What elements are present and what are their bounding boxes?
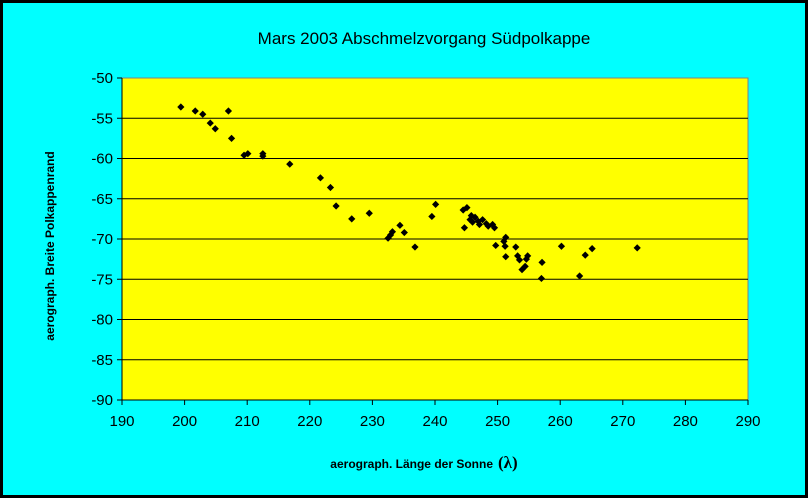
data-points [177,103,641,283]
x-axis-label-symbol: (λ) [498,453,518,472]
data-point [326,183,335,192]
chart-title: Mars 2003 Abschmelzvorgang Südpolkappe [258,29,591,48]
data-point [348,215,356,223]
data-point [259,152,267,160]
data-point [492,241,500,250]
y-tick-label: -70 [91,231,113,248]
data-point [474,217,482,225]
data-point [332,202,340,210]
data-point [244,150,252,158]
x-tick-label: 240 [422,413,447,430]
x-tick-label: 230 [360,413,385,430]
x-tick-label: 200 [172,413,197,430]
data-point [475,220,484,229]
data-point [211,125,219,133]
y-tick-label: -50 [91,70,113,87]
x-axis-label: aerograph. Länge der Sonne (λ) [330,453,517,472]
data-point [576,272,584,280]
x-tick-label: 220 [297,413,322,430]
data-point [482,220,490,228]
data-point [515,256,524,264]
data-point [463,204,471,212]
data-point [400,228,408,237]
y-tick-label: -80 [91,312,113,329]
x-tick-label: 210 [235,413,260,430]
data-point [484,222,492,230]
data-point [396,221,404,229]
data-point [514,252,522,260]
data-point [365,209,373,217]
data-point [191,107,199,115]
y-tick-label: -90 [91,392,113,409]
data-point [633,244,641,252]
data-point [428,212,436,221]
data-point [490,224,499,232]
data-point [557,242,566,250]
y-tick-label: -60 [91,151,113,168]
x-tick-label: 250 [485,413,510,430]
gridlines [122,117,748,361]
data-point [460,224,469,232]
data-point [478,216,487,224]
data-point [384,234,392,242]
x-axis-label-text: aerograph. Länge der Sonne [330,457,493,471]
data-point [411,243,419,251]
data-point [502,253,510,261]
data-point [224,107,233,115]
data-point [386,231,395,239]
y-tick-label: -65 [91,191,113,208]
data-point [500,237,508,246]
data-point [502,233,510,241]
data-point [206,119,214,127]
x-tick-label: 290 [735,413,760,430]
data-point [512,243,520,251]
y-tick-label: -85 [91,352,113,369]
data-point [468,218,477,226]
data-point [501,242,509,250]
data-point [588,245,596,253]
x-tick-label: 270 [610,413,635,430]
data-point [518,265,526,274]
data-point [537,274,546,283]
axes [117,77,749,405]
data-point [286,160,294,168]
x-tick-label: 280 [673,413,698,430]
data-point [521,262,529,270]
data-point [199,110,207,118]
data-point [581,251,589,259]
y-axis-label: aerograph. Breite Polkappenrand [43,151,57,340]
y-tick-label: -55 [91,110,113,127]
data-point [538,258,546,266]
data-point [471,213,479,221]
data-point [177,103,185,111]
x-tick-label: 260 [548,413,573,430]
data-point [466,216,474,224]
data-point [227,134,236,142]
x-tick-label: 190 [109,413,134,430]
y-tick-label: -75 [91,271,113,288]
x-tick-labels: 190 200 210 220 230 240 250 260 270 280 290 [109,413,760,430]
y-tick-labels: -50 -55 -60 -65 -70 -75 -80 -85 -90 [91,70,113,409]
data-point [432,200,440,208]
data-point [524,252,532,260]
data-point [316,174,325,182]
data-point [388,228,397,236]
